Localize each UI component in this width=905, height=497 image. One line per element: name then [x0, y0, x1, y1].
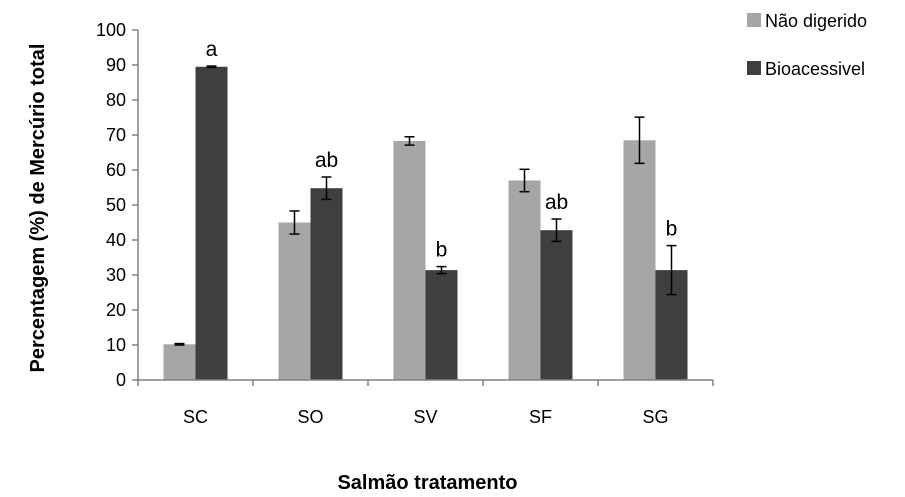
bar-nao-digerido-sg	[623, 140, 656, 380]
y-tick-label: 40	[106, 230, 126, 250]
bar-bioacessivel-sv	[425, 270, 458, 380]
bars	[163, 66, 688, 380]
legend-swatch	[747, 13, 761, 27]
y-tick-label: 70	[106, 125, 126, 145]
x-axis-title: Salmão tratamento	[337, 472, 517, 494]
y-axis-ticks: 0 10 20 30 40 50 60 70 80 90 100	[96, 20, 138, 390]
y-tick-label: 30	[106, 265, 126, 285]
significance-label: a	[206, 38, 218, 61]
significance-labels: a ab b ab b	[206, 38, 678, 262]
y-tick-label: 60	[106, 160, 126, 180]
x-tick-label: SF	[529, 407, 552, 427]
significance-label: ab	[545, 191, 568, 214]
bar-bioacessivel-sf	[540, 230, 573, 380]
y-tick-label: 90	[106, 55, 126, 75]
bar-nao-digerido-sv	[393, 140, 426, 380]
x-tick-label: SO	[297, 407, 323, 427]
y-tick-label: 10	[106, 335, 126, 355]
x-tick-label: SC	[183, 407, 208, 427]
bar-bioacessivel-sc	[195, 66, 228, 380]
legend: Não digerido Bioacessivel	[747, 11, 867, 79]
x-tick-label: SV	[413, 407, 437, 427]
bar-nao-digerido-sc	[163, 344, 196, 380]
y-tick-label: 100	[96, 20, 126, 40]
y-tick-label: 20	[106, 300, 126, 320]
bar-nao-digerido-so	[278, 222, 311, 380]
legend-label: Bioacessivel	[765, 59, 865, 79]
significance-label: ab	[315, 149, 338, 172]
bar-nao-digerido-sf	[508, 180, 541, 380]
y-tick-label: 80	[106, 90, 126, 110]
bar-bioacessivel-so	[310, 188, 343, 380]
y-axis-title: Percentagem (%) de Mercúrio total	[27, 44, 49, 373]
y-tick-label: 0	[116, 370, 126, 390]
legend-swatch	[747, 61, 761, 75]
significance-label: b	[666, 218, 678, 241]
significance-label: b	[436, 239, 448, 262]
error-bars	[174, 65, 677, 346]
x-axis-ticks: SC SO SV SF SG	[137, 380, 714, 427]
x-tick-label: SG	[642, 407, 668, 427]
y-tick-label: 50	[106, 195, 126, 215]
legend-label: Não digerido	[765, 11, 867, 31]
